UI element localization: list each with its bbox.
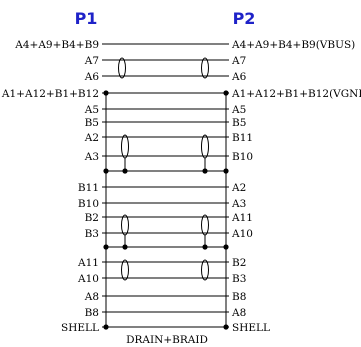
p2-pin-label: A8 xyxy=(231,307,246,319)
p1-pin-label: B11 xyxy=(78,182,99,194)
junction-dot xyxy=(202,244,208,250)
p2-pin-label: A10 xyxy=(231,228,253,240)
p2-pin-label: B3 xyxy=(232,273,246,285)
p2-pin-label: B10 xyxy=(232,151,253,163)
twisted-pair-marker xyxy=(121,214,129,236)
p1-pin-label: A8 xyxy=(84,291,99,303)
p1-pin-label: A11 xyxy=(77,257,99,269)
junction-dot xyxy=(202,168,208,174)
p2-pin-label: A6 xyxy=(231,71,247,83)
p1-pin-label: A7 xyxy=(84,55,99,67)
junction-dot xyxy=(103,90,109,96)
junction-dot xyxy=(103,168,109,174)
p2-pin-label: B5 xyxy=(232,117,246,129)
p2-pin-label: B8 xyxy=(232,291,246,303)
twisted-pair-marker xyxy=(121,134,129,159)
twisted-pair-markers xyxy=(118,57,209,281)
p2-pin-label: A5 xyxy=(231,104,246,116)
p1-pin-label: B5 xyxy=(85,117,99,129)
twisted-pair-marker xyxy=(118,57,126,79)
p2-pin-label: A1+A12+B1+B12(VGND) xyxy=(231,88,361,100)
p1-pin-label: A6 xyxy=(84,71,100,83)
p1-pin-label: A1+A12+B1+B12 xyxy=(1,88,99,100)
p1-header: P1 xyxy=(75,9,98,28)
bus-lines xyxy=(105,93,227,327)
junction-dot xyxy=(223,324,229,330)
twisted-pair-marker xyxy=(201,134,209,159)
p2-pin-label: SHELL xyxy=(232,322,270,334)
p2-header: P2 xyxy=(233,9,256,28)
p1-pin-label: SHELL xyxy=(61,322,99,334)
junction-dot xyxy=(122,244,128,250)
drain-braid-label: DRAIN+BRAID xyxy=(126,334,208,346)
p2-pin-label: A4+A9+B4+B9(VBUS) xyxy=(231,39,355,51)
p2-pin-label: A2 xyxy=(231,182,246,194)
p1-pin-label: A3 xyxy=(84,151,99,163)
p1-pin-label: A10 xyxy=(77,273,99,285)
p2-pin-label: A11 xyxy=(231,212,253,224)
p2-pin-label: B11 xyxy=(232,132,253,144)
p2-pin-label: B2 xyxy=(232,257,246,269)
p2-pin-label: A7 xyxy=(231,55,246,67)
twisted-pair-marker xyxy=(201,57,209,79)
p1-pin-label: A5 xyxy=(84,104,99,116)
p2-pin-label: A3 xyxy=(231,198,246,210)
junction-dot xyxy=(103,244,109,250)
p1-pin-label: B3 xyxy=(85,228,99,240)
junction-dot xyxy=(103,324,109,330)
junction-dot xyxy=(223,168,229,174)
twisted-pair-marker xyxy=(121,259,129,281)
twisted-pair-marker xyxy=(201,259,209,281)
wires xyxy=(102,43,229,328)
junction-dots xyxy=(103,90,229,330)
junction-dot xyxy=(223,244,229,250)
p1-pin-label: B8 xyxy=(85,307,99,319)
p1-pin-label: A2 xyxy=(84,132,99,144)
p1-pin-label: B10 xyxy=(78,198,99,210)
twisted-pair-marker xyxy=(201,214,209,236)
pin-labels: A4+A9+B4+B9 A4+A9+B4+B9(VBUS) A7 A7 A6 A6 A1+A… xyxy=(1,39,361,334)
p1-pin-label: A4+A9+B4+B9 xyxy=(14,39,99,51)
p1-pin-label: B2 xyxy=(85,212,99,224)
junction-dot xyxy=(223,90,229,96)
junction-dot xyxy=(122,168,128,174)
